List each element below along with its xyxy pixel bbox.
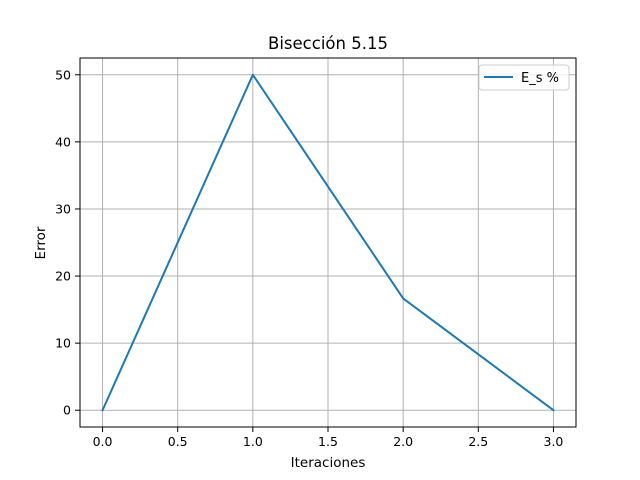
x-tick-label: 0.5 <box>168 434 188 449</box>
y-tick-label: 0 <box>63 403 71 418</box>
x-tick-label: 0.0 <box>93 434 113 449</box>
series-layer <box>101 73 555 412</box>
x-tick-label: 1.0 <box>243 434 263 449</box>
legend-label: E_s % <box>521 71 559 86</box>
x-axis: 0.0 0.5 1.0 1.5 2.0 2.5 3.0 <box>93 427 564 449</box>
y-tick-label: 20 <box>55 269 71 284</box>
y-tick-label: 30 <box>55 201 71 216</box>
series-line <box>101 73 555 412</box>
legend: E_s % <box>478 64 570 91</box>
chart-title: Bisección 5.15 <box>268 34 388 53</box>
legend-box <box>478 64 570 91</box>
x-tick-label: 2.5 <box>468 434 488 449</box>
x-tick-label: 2.0 <box>393 434 413 449</box>
y-tick-label: 40 <box>55 134 71 149</box>
y-axis: 0 10 20 30 40 50 <box>55 67 80 418</box>
x-tick-label: 3.0 <box>544 434 564 449</box>
y-tick-label: 10 <box>55 336 71 351</box>
y-axis-label: Error <box>33 226 49 259</box>
x-axis-label: Iteraciones <box>291 455 366 471</box>
y-tick-label: 50 <box>55 67 71 82</box>
x-tick-label: 1.5 <box>318 434 338 449</box>
